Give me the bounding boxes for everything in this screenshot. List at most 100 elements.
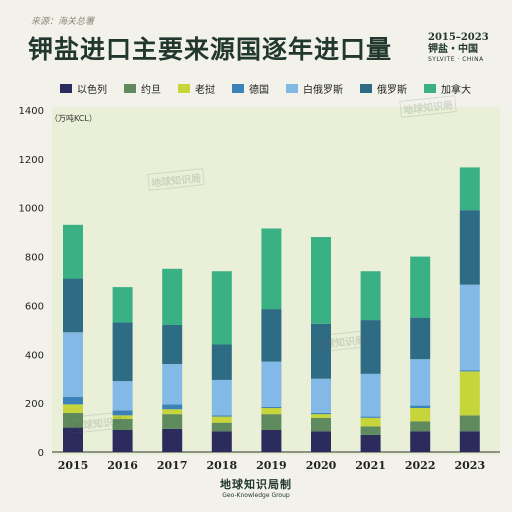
bar-segment (162, 364, 183, 405)
meta-cn: 钾盐・中国 (428, 44, 478, 55)
bar-segment (261, 408, 282, 415)
bar-segment (360, 434, 381, 452)
bar-segment (211, 422, 232, 432)
legend-item-russia: 俄罗斯 (360, 81, 407, 96)
legend-item-israel: 以色列 (60, 81, 107, 96)
bar-segment (459, 431, 480, 452)
bar-segment (112, 410, 133, 416)
bar-segment (311, 237, 331, 324)
bar-segment (410, 359, 431, 406)
legend-label: 白俄罗斯 (303, 84, 343, 96)
bar-segment (459, 210, 480, 285)
x-tick-label: 2023 (454, 459, 485, 472)
y-tick-label: 600 (25, 301, 44, 312)
bar-segment (410, 256, 431, 318)
bar-segment (459, 370, 480, 372)
bar-segment (162, 268, 183, 325)
bar-segment (162, 428, 183, 452)
bar-segment (360, 426, 381, 435)
bar-segment (112, 430, 133, 452)
legend-label: 约旦 (141, 84, 161, 96)
legend-swatch (124, 83, 136, 93)
legend-label: 老挝 (195, 84, 215, 96)
bar-segment (311, 412, 331, 415)
bar-segment (360, 271, 381, 321)
bar-segment (63, 412, 83, 428)
bar-segment (261, 406, 282, 409)
bar-segment (63, 332, 83, 398)
y-tick-label: 0 (38, 448, 44, 459)
bar-segment (459, 167, 480, 211)
bar-segment (112, 381, 133, 411)
bar-segment (311, 414, 331, 418)
legend-item-canada: 加拿大 (424, 81, 471, 96)
source-note: 来源：海关总署 (31, 17, 95, 27)
chart-title: 钾盐进口主要来源国逐年进口量 (28, 35, 393, 64)
x-tick-label: 2019 (256, 459, 287, 472)
legend-item-laos: 老挝 (178, 81, 215, 96)
x-tick-label: 2021 (355, 459, 386, 472)
unit-label: （万吨KCL） (50, 113, 97, 123)
bar-segment (112, 415, 133, 420)
y-tick-label: 1200 (19, 155, 44, 166)
bar-segment (63, 427, 83, 452)
bar-segment (410, 431, 431, 452)
legend-swatch (360, 83, 372, 93)
x-tick-label: 2018 (206, 459, 237, 472)
y-tick-label: 400 (25, 350, 44, 361)
bar-segment (261, 430, 282, 452)
x-tick-label: 2022 (405, 459, 436, 472)
bar-segment (63, 278, 83, 333)
x-tick-label: 2015 (58, 459, 89, 472)
legend-swatch (178, 83, 190, 93)
bar-segment (360, 320, 381, 374)
bar-segment (211, 431, 232, 452)
meta-block: 2015–2023 钾盐・中国 SYLVITE · CHINA (428, 32, 489, 64)
bar-segment (311, 431, 331, 452)
bar-segment (162, 404, 183, 410)
legend-swatch (286, 83, 298, 93)
y-tick-label: 800 (25, 253, 44, 264)
bar-segment (211, 415, 232, 417)
bar-segment (410, 405, 431, 409)
bar-segment (459, 415, 480, 432)
bar-segment (63, 397, 83, 405)
x-tick-label: 2020 (306, 459, 337, 472)
bar-segment (311, 378, 331, 413)
legend-item-belarus: 白俄罗斯 (286, 81, 343, 96)
legend-swatch (424, 83, 436, 93)
bar-segment (162, 409, 183, 415)
bar-segment (459, 371, 480, 416)
bar-segment (459, 284, 480, 371)
bar-segment (112, 287, 133, 323)
bar-segment (211, 379, 232, 416)
bar-segment (360, 417, 381, 427)
bar-segment (211, 344, 232, 380)
y-tick-label: 1400 (19, 106, 44, 117)
bar-segment (261, 309, 282, 362)
bars (63, 167, 480, 452)
bar-segment (162, 414, 183, 429)
bar-segment (360, 373, 381, 417)
y-tick-label: 200 (25, 399, 44, 410)
bar-segment (211, 271, 232, 345)
footer-brand-en: Geo-Knowledge Group (222, 492, 290, 499)
legend-item-germany: 德国 (232, 81, 269, 96)
bar-segment (410, 317, 431, 360)
meta-years: 2015–2023 (428, 32, 489, 43)
x-tick-label: 2016 (107, 459, 138, 472)
meta-en: SYLVITE · CHINA (428, 56, 484, 63)
legend-item-jordan: 约旦 (124, 81, 161, 96)
legend-swatch (232, 83, 244, 93)
bar-segment (261, 228, 282, 310)
bar-segment (63, 404, 83, 413)
bar-segment (311, 417, 331, 432)
bar-segment (311, 323, 331, 379)
legend: 以色列 约旦 老挝 德国 白俄罗斯 俄罗斯 加拿大 (60, 81, 500, 96)
legend-label: 以色列 (77, 84, 107, 96)
bar-segment (410, 421, 431, 432)
footer: 地球知识局制 Geo-Knowledge Group (0, 476, 512, 499)
bar-segment (360, 416, 381, 418)
y-tick-label: 1000 (19, 204, 44, 215)
